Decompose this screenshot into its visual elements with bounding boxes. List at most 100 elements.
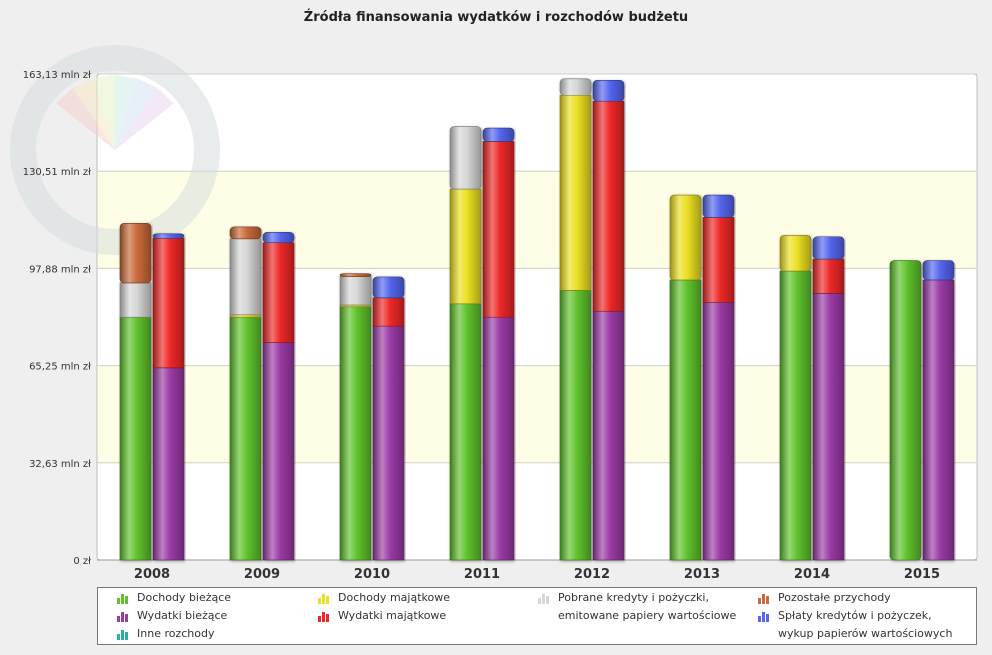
bar-stack-income-2012 [559,78,592,561]
legend-bar-icon [318,612,329,622]
x-tick-label: 2010 [354,567,390,582]
y-tick-label: 32,63 mln zł [29,459,91,470]
legend-bar-icon [117,594,128,604]
bar-segment[interactable] [779,234,812,272]
bar-segment[interactable] [702,217,735,303]
watermark-logo [10,45,220,255]
bar-segment[interactable] [702,194,735,218]
bar-stack-income-2009 [229,226,262,561]
bar-segment[interactable] [449,303,482,561]
bar-stack-income-2010 [339,273,372,561]
bar-segment[interactable] [372,276,405,299]
bar-segment[interactable] [592,310,625,561]
legend-label: Dochody bieżące [137,591,232,604]
bar-segment[interactable] [372,325,405,561]
legend-label: Pozostałe przychody [778,591,891,604]
bar-stack-income-2011 [449,126,482,561]
bar-segment[interactable] [229,316,262,561]
bar-segment[interactable] [669,279,702,561]
bar-stack-income-2014 [779,234,812,561]
bar-stack-expenses-2008 [152,233,185,561]
bar-stack-expenses-2009 [262,231,295,561]
legend-bar-icon [758,612,769,622]
bar-stack-expenses-2012 [592,80,625,561]
bar-segment[interactable] [779,270,812,561]
bar-segment[interactable] [922,279,955,561]
legend-bar-icon [117,612,128,622]
legend-label: Dochody majątkowe [338,591,450,604]
legend-label: Spłaty kredytów i pożyczek, wykup papier… [778,609,953,640]
bar-segment[interactable] [889,260,922,561]
legend-item[interactable]: Dochody bieżące [117,591,232,607]
bar-segment[interactable] [262,231,295,244]
bar-segment[interactable] [262,342,295,561]
bar-segment[interactable] [592,100,625,312]
bar-segment[interactable] [119,316,152,561]
bar-segment[interactable] [922,260,955,281]
bar-segment[interactable] [812,236,845,260]
legend-bar-icon [318,594,329,604]
bar-segment[interactable] [229,226,262,240]
bar-segment[interactable] [262,242,295,343]
bar-stack-expenses-2015 [922,260,955,561]
bar-segment[interactable] [339,276,372,306]
x-tick-label: 2012 [574,567,610,582]
bar-segment[interactable] [229,238,262,316]
legend-bar-icon [538,594,549,604]
legend-item[interactable]: Wydatki majątkowe [318,609,447,625]
bar-segment[interactable] [812,293,845,561]
x-tick-label: 2011 [464,567,500,582]
x-tick-label: 2013 [684,567,720,582]
bar-segment[interactable] [152,367,185,561]
bar-stack-expenses-2010 [372,276,405,561]
y-tick-label: 65,25 mln zł [29,362,91,373]
legend-label: Pobrane kredyty i pożyczki, emitowane pa… [558,591,737,622]
bar-stack-expenses-2014 [812,236,845,561]
bar-stack-expenses-2011 [482,127,515,561]
bar-segment[interactable] [339,306,372,561]
bar-stack-income-2015 [889,260,922,561]
legend-bar-icon [758,594,769,604]
bar-stack-expenses-2013 [702,194,735,561]
legend: Dochody bieżące Dochody majątkowe Pobrane … [97,587,977,645]
bar-segment[interactable] [229,314,262,318]
bar-segment[interactable] [559,94,592,291]
bar-segment[interactable] [702,301,735,561]
legend-item[interactable]: Pobrane kredyty i pożyczki, emitowane pa… [538,591,738,625]
legend-item[interactable]: Wydatki bieżące [117,609,228,625]
bar-segment[interactable] [482,316,515,561]
legend-label: Wydatki bieżące [137,609,228,622]
bar-segment[interactable] [152,237,185,369]
legend-item[interactable]: Pozostałe przychody [758,591,958,607]
legend-label: Inne rozchody [137,627,215,640]
bar-segment[interactable] [669,194,702,281]
x-tick-label: 2008 [134,567,170,582]
x-tick-label: 2015 [904,567,940,582]
bar-segment[interactable] [482,127,515,142]
legend-item[interactable]: Dochody majątkowe [318,591,450,607]
legend-item[interactable]: Inne rozchody [117,627,215,643]
bar-stack-income-2013 [669,194,702,561]
legend-item[interactable]: Spłaty kredytów i pożyczek, wykup papier… [758,609,958,643]
legend-label: Wydatki majątkowe [338,609,447,622]
bar-segment[interactable] [559,290,592,561]
bar-segment[interactable] [152,233,185,239]
legend-bar-icon [117,630,128,640]
y-tick-label: 0 zł [73,556,91,567]
x-tick-label: 2014 [794,567,830,582]
y-tick-label: 97,88 mln zł [29,264,91,275]
bar-segment[interactable] [119,282,152,318]
bar-segment[interactable] [559,78,592,96]
bar-segment[interactable] [592,80,625,102]
bar-segment[interactable] [449,188,482,305]
bar-segment[interactable] [812,258,845,294]
bar-segment[interactable] [482,141,515,318]
y-tick-label: 163,13 mln zł [23,70,91,81]
bar-segment[interactable] [449,126,482,190]
bar-segment[interactable] [372,297,405,327]
bar-stack-income-2008 [119,223,152,561]
x-tick-label: 2009 [244,567,280,582]
bar-segment[interactable] [119,223,152,284]
bar-segment[interactable] [339,273,372,277]
chart-area: 0 zł 32,63 mln zł 65,25 mln zł 97,88 mln zł… [10,45,978,582]
